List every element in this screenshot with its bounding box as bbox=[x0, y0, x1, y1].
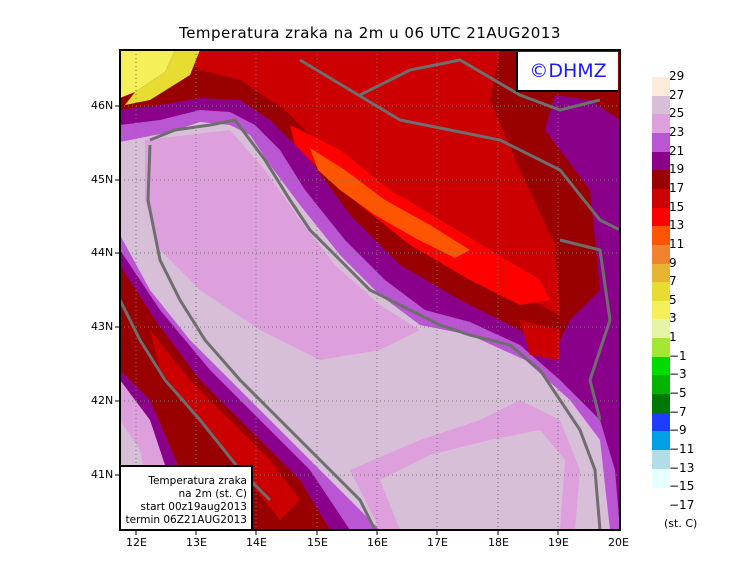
y-tick-label: 44N bbox=[91, 246, 114, 259]
legend-label: −9 bbox=[669, 423, 687, 438]
x-tick-label: 16E bbox=[367, 536, 388, 549]
legend-swatch bbox=[652, 450, 670, 469]
legend-label: 19 bbox=[669, 162, 685, 177]
legend-label: −7 bbox=[669, 404, 687, 419]
legend-label: −1 bbox=[669, 348, 687, 363]
legend-label: −3 bbox=[669, 367, 687, 382]
legend-swatch bbox=[652, 263, 670, 283]
legend-swatch bbox=[652, 77, 670, 96]
legend-swatch bbox=[652, 338, 670, 358]
map-title: Temperatura zraka na 2m u 06 UTC 21AUG20… bbox=[179, 24, 561, 42]
legend-label: 17 bbox=[669, 180, 685, 195]
axis-ticks bbox=[115, 105, 559, 535]
legend-label: −17 bbox=[669, 498, 695, 513]
legend-label: 29 bbox=[669, 69, 685, 83]
legend-swatch bbox=[652, 226, 670, 246]
x-tick-label: 15E bbox=[307, 536, 328, 549]
legend-label: 3 bbox=[669, 311, 677, 326]
legend-swatch bbox=[652, 188, 670, 208]
x-tick-label: 18E bbox=[488, 536, 509, 549]
legend-label: 5 bbox=[669, 292, 677, 307]
temperature-field bbox=[120, 50, 620, 530]
legend-swatch bbox=[652, 300, 670, 320]
legend-swatch bbox=[652, 468, 670, 488]
info-line: termin 06Z21AUG2013 bbox=[125, 514, 248, 526]
legend-swatch bbox=[652, 244, 670, 264]
legend-label: 1 bbox=[669, 330, 677, 345]
legend-label: 23 bbox=[669, 124, 685, 139]
legend-swatch bbox=[652, 95, 670, 115]
info-line: Temperatura zraka bbox=[148, 475, 247, 487]
x-tick-label: 19E bbox=[548, 536, 569, 549]
legend-label: −13 bbox=[669, 460, 695, 475]
legend-label: −15 bbox=[669, 479, 695, 494]
x-tick-label: 14E bbox=[246, 536, 267, 549]
info-line: start 00z19aug2013 bbox=[140, 501, 247, 513]
dhmz-logo: ©DHMZ bbox=[516, 52, 618, 92]
legend-label: 13 bbox=[669, 218, 685, 233]
x-tick-label: 17E bbox=[427, 536, 448, 549]
y-tick-label: 42N bbox=[91, 394, 114, 407]
legend-swatch bbox=[652, 375, 670, 395]
legend-swatch bbox=[652, 356, 670, 376]
legend-label: 15 bbox=[669, 199, 685, 214]
y-tick-label: 46N bbox=[91, 99, 114, 112]
legend-swatch bbox=[652, 114, 670, 134]
legend-swatch bbox=[652, 319, 670, 339]
y-tick-label: 43N bbox=[91, 320, 114, 333]
legend-label: −5 bbox=[669, 386, 687, 401]
legend-label: 21 bbox=[669, 143, 685, 158]
legend-label: 7 bbox=[669, 274, 677, 289]
map-frame bbox=[119, 49, 621, 531]
info-box: Temperatura zraka na 2m (st. C) start 00… bbox=[121, 465, 253, 529]
legend-swatch bbox=[652, 207, 670, 227]
x-tick-label: 13E bbox=[186, 536, 207, 549]
x-tick-label: 12E bbox=[126, 536, 147, 549]
legend-label: 9 bbox=[669, 255, 677, 270]
legend-label: 11 bbox=[669, 236, 685, 251]
legend-swatch bbox=[652, 151, 670, 171]
x-tick-label: 20E bbox=[608, 536, 629, 549]
legend-swatch bbox=[652, 394, 670, 414]
legend-swatch bbox=[652, 132, 670, 152]
legend-label: 25 bbox=[669, 106, 685, 121]
legend-swatch bbox=[652, 282, 670, 302]
legend-label: 27 bbox=[669, 87, 685, 102]
legend-swatch bbox=[652, 170, 670, 190]
legend-swatch bbox=[652, 431, 670, 451]
legend-label: −11 bbox=[669, 442, 695, 456]
legend-swatch bbox=[652, 412, 670, 432]
info-line: na 2m (st. C) bbox=[178, 488, 247, 500]
graticule bbox=[120, 50, 620, 530]
y-tick-label: 45N bbox=[91, 173, 114, 186]
y-tick-label: 41N bbox=[91, 468, 114, 481]
legend-unit: (st. C) bbox=[664, 517, 698, 530]
